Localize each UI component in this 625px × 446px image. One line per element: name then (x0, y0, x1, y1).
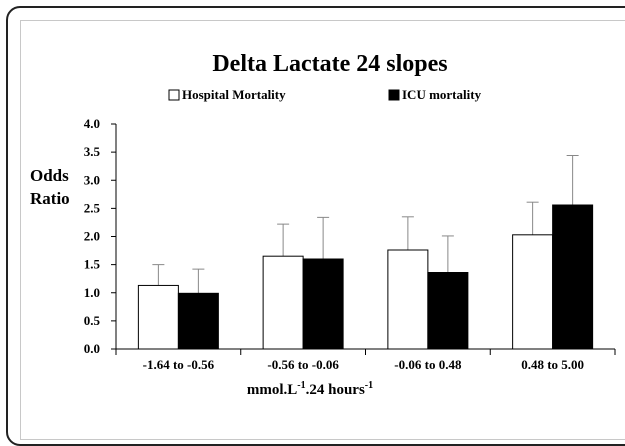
legend: Hospital Mortality ICU mortality (168, 87, 482, 102)
bar-hospital-mortality (137, 284, 179, 350)
bar-icu-mortality (177, 292, 219, 350)
legend-label-icu: ICU mortality (402, 87, 482, 102)
bar-icu-mortality (302, 258, 344, 350)
x-tick-label: 0.48 to 5.00 (521, 357, 584, 372)
chart-figure: Delta Lactate 24 slopes Hospital Mortali… (6, 6, 625, 446)
bar-hospital-mortality (387, 249, 429, 350)
y-tick-label: 4.0 (84, 116, 100, 131)
bar-hospital-mortality (262, 255, 304, 350)
y-axis-label-line-2: Ratio (30, 189, 70, 208)
legend-swatch-icu (388, 89, 400, 101)
bar-group (137, 155, 594, 350)
x-tick-label: -1.64 to -0.56 (143, 357, 215, 372)
legend-label-hospital: Hospital Mortality (182, 87, 286, 102)
legend-swatch-hospital (168, 89, 180, 101)
y-tick-label: 1.5 (84, 257, 101, 272)
y-tick-label: 0.0 (84, 341, 100, 356)
axes (115, 124, 616, 355)
x-axis-label-base-2: .24 hours (306, 382, 365, 398)
bar-icu-mortality (427, 272, 469, 350)
chart-title: Delta Lactate 24 slopes (212, 51, 447, 77)
bar-hospital-mortality (512, 234, 554, 350)
y-tick-label: 0.5 (84, 313, 101, 328)
y-tick-label: 3.0 (84, 172, 100, 187)
x-axis-tick-labels: -1.64 to -0.56 -0.56 to -0.06 -0.06 to 0.4… (143, 357, 584, 372)
bar-icu-mortality (552, 204, 594, 350)
bar-chart: Delta Lactate 24 slopes Hospital Mortali… (30, 51, 616, 398)
x-axis-label: mmol.L-1.24 hours-1 (247, 380, 373, 398)
y-tick-label: 1.0 (84, 285, 100, 300)
y-axis-label: Odds Ratio (30, 166, 70, 208)
x-axis-label-sup-1: -1 (297, 380, 305, 391)
y-tick-label: 2.5 (84, 200, 101, 215)
x-tick-label: -0.06 to 0.48 (394, 357, 462, 372)
y-tick-label: 3.5 (84, 144, 101, 159)
x-axis-label-base-1: mmol.L (247, 382, 297, 398)
y-axis-ticks: 0.0 0.5 1.0 1.5 2.0 2.5 3.0 3.5 4.0 (84, 116, 116, 356)
x-tick-label: -0.56 to -0.06 (267, 357, 339, 372)
x-axis-label-sup-2: -1 (365, 380, 373, 391)
y-axis-label-line-1: Odds (30, 166, 69, 185)
y-tick-label: 2.0 (84, 229, 100, 244)
